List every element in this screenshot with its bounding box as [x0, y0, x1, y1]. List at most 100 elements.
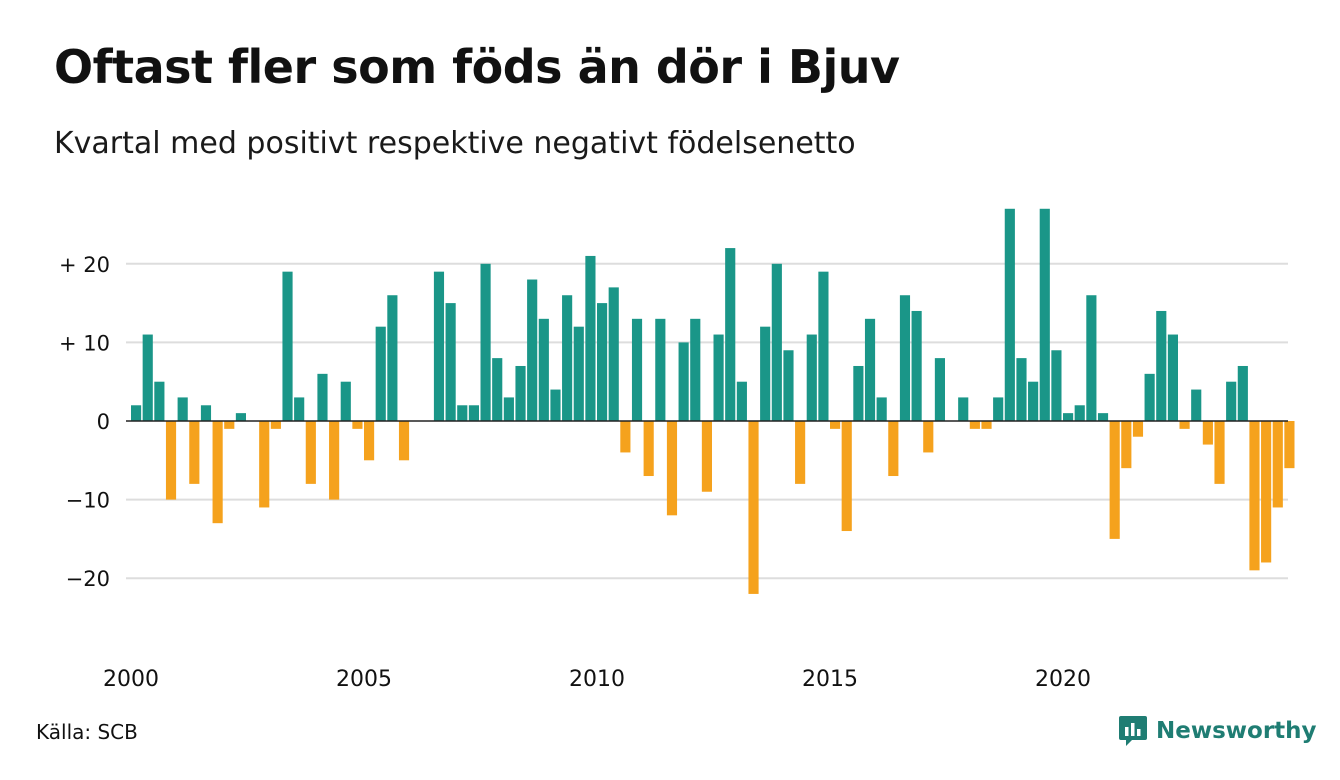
bar [550, 389, 561, 421]
bar [1179, 421, 1190, 429]
bar [480, 263, 491, 421]
bar [270, 421, 281, 429]
bar [1191, 389, 1202, 421]
bar [468, 405, 479, 421]
bar [1272, 421, 1283, 508]
x-tick-label: 2005 [336, 667, 392, 692]
bar [1028, 381, 1039, 421]
bar [888, 421, 899, 477]
bar [631, 318, 643, 421]
bar [352, 421, 363, 429]
bar [748, 421, 759, 594]
bar [678, 342, 689, 421]
bar [224, 421, 235, 429]
bar [212, 421, 223, 524]
chart-title: Oftast fler som föds än dör i Bjuv [54, 40, 900, 94]
bar [1063, 413, 1074, 421]
bar [1261, 421, 1272, 563]
bar [142, 334, 153, 421]
bar [364, 421, 375, 461]
x-tick-label: 2015 [802, 667, 858, 692]
y-axis-labels: + 20 + 10 0 −10 −20 [59, 253, 110, 591]
bar [1097, 413, 1109, 421]
bar [1226, 381, 1237, 421]
bar [154, 381, 165, 421]
bar [527, 279, 538, 421]
bar [177, 397, 188, 421]
y-tick-label: −20 [66, 567, 110, 591]
bar [305, 421, 316, 484]
bar [200, 405, 212, 421]
brand-name: Newsworthy [1156, 718, 1317, 744]
bar [398, 421, 410, 461]
bar [387, 295, 398, 421]
bar [608, 287, 619, 421]
bar [736, 381, 747, 421]
bar [1109, 421, 1120, 539]
bar [515, 365, 526, 421]
bar [666, 421, 678, 516]
bar [375, 326, 386, 421]
bars [131, 208, 1295, 594]
bar [131, 405, 142, 421]
bar [282, 271, 293, 421]
bar [655, 318, 666, 421]
bar [725, 248, 736, 421]
bar [841, 421, 852, 532]
chart-subtitle: Kvartal med positivt respektive negativt… [54, 126, 856, 161]
bar [969, 421, 980, 429]
bar [981, 421, 992, 429]
y-tick-label: 0 [97, 410, 110, 434]
bar [1004, 208, 1015, 421]
x-tick-label: 2000 [103, 667, 159, 692]
bar [1016, 358, 1027, 421]
bar [771, 263, 782, 421]
bar [830, 421, 841, 429]
bar [503, 397, 514, 421]
bar [795, 421, 806, 484]
bar [562, 295, 573, 421]
bar [760, 326, 771, 421]
bar [1202, 421, 1213, 445]
bar [329, 421, 340, 500]
x-tick-label: 2020 [1035, 667, 1091, 692]
bar [235, 413, 246, 421]
bar [597, 303, 608, 421]
bar [445, 303, 456, 421]
source-note: Källa: SCB [36, 720, 138, 744]
bar [1167, 334, 1178, 421]
bar [818, 271, 829, 421]
bar [1249, 421, 1260, 571]
brand-logo: Newsworthy [1118, 714, 1317, 748]
bar [899, 295, 911, 421]
bar [690, 318, 701, 421]
bar [1284, 421, 1295, 469]
bar [701, 421, 712, 492]
bar [713, 334, 724, 421]
bar [806, 334, 817, 421]
bar [864, 318, 876, 421]
bar [573, 326, 584, 421]
bar [958, 397, 969, 421]
bar [783, 350, 794, 421]
bar [1086, 295, 1097, 421]
bar [317, 373, 328, 421]
bar [643, 421, 654, 477]
bar [1156, 310, 1167, 421]
bar [492, 358, 503, 421]
bar [876, 397, 887, 421]
bar [457, 405, 468, 421]
bar [1214, 421, 1225, 484]
bar [993, 397, 1004, 421]
y-tick-label: + 10 [59, 331, 110, 355]
bar [294, 397, 305, 421]
bar [934, 358, 945, 421]
y-tick-label: −10 [66, 489, 110, 513]
bar [923, 421, 934, 453]
bar [620, 421, 631, 453]
bar [1132, 421, 1144, 437]
bar-chart-speech-bubble-icon [1119, 716, 1147, 746]
bar [911, 310, 922, 421]
x-axis-labels: 2000 2005 2010 2015 2020 [103, 667, 1091, 692]
